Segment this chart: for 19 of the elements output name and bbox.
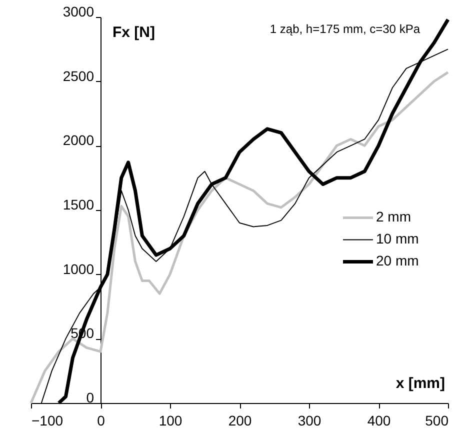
x-tick-label: −100 — [32, 412, 64, 428]
y-axis-title: Fx [N] — [112, 24, 155, 41]
annotation: 1 ząb, h=175 mm, c=30 kPa — [270, 22, 420, 36]
legend-label: 20 mm — [376, 252, 419, 269]
x-tick-label: 300 — [298, 412, 322, 428]
x-tick-label: 200 — [228, 412, 252, 428]
y-tick-label: 2500 — [62, 68, 94, 84]
x-tick-label: 500 — [425, 412, 449, 428]
legend-label: 10 mm — [376, 230, 419, 247]
y-tick-label: 3000 — [62, 4, 94, 20]
legend-label: 2 mm — [376, 208, 411, 225]
x-tick-label: 0 — [97, 412, 106, 428]
x-tick-label: 100 — [158, 412, 182, 428]
y-tick-label: 1000 — [62, 260, 94, 277]
y-tick-label: 2000 — [62, 132, 94, 148]
y-tick-label: 0 — [86, 390, 94, 406]
y-tick-label: 1500 — [62, 196, 94, 212]
x-tick-label: 400 — [367, 412, 391, 428]
x-axis-title: x [mm] — [396, 375, 445, 392]
